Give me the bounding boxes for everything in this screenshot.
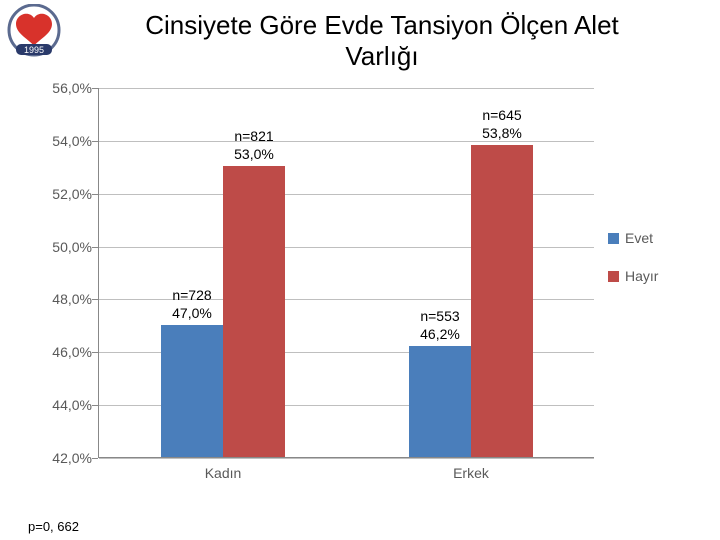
y-tick-label: 42,0% <box>36 450 92 466</box>
legend-swatch-evet <box>608 233 619 244</box>
y-tick-mark <box>92 247 98 248</box>
legend-label: Evet <box>625 230 653 246</box>
title-line-2: Varlığı <box>345 41 418 71</box>
bar-n-label: n=645 <box>452 107 552 123</box>
y-tick-mark <box>92 88 98 89</box>
y-tick-label: 56,0% <box>36 80 92 96</box>
y-tick-mark <box>92 299 98 300</box>
legend: Evet Hayır <box>608 230 708 306</box>
y-tick-label: 52,0% <box>36 186 92 202</box>
p-value: p=0, 662 <box>28 519 79 534</box>
y-tick-mark <box>92 141 98 142</box>
y-tick-mark <box>92 405 98 406</box>
bar <box>161 325 223 457</box>
y-tick-mark <box>92 458 98 459</box>
x-category-label: Erkek <box>411 465 531 481</box>
x-category-label: Kadın <box>163 465 283 481</box>
y-tick-label: 44,0% <box>36 397 92 413</box>
y-tick-label: 54,0% <box>36 133 92 149</box>
bar <box>223 166 285 457</box>
gridline <box>99 88 594 89</box>
y-tick-label: 46,0% <box>36 344 92 360</box>
legend-item-evet: Evet <box>608 230 708 246</box>
gridline <box>99 458 594 459</box>
svg-text:1995: 1995 <box>24 45 44 55</box>
y-tick-mark <box>92 194 98 195</box>
y-tick-label: 50,0% <box>36 239 92 255</box>
bar <box>409 346 471 457</box>
y-tick-mark <box>92 352 98 353</box>
y-tick-label: 48,0% <box>36 291 92 307</box>
bar-value-label: 53,0% <box>204 146 304 162</box>
bar-n-label: n=821 <box>204 128 304 144</box>
chart-title: Cinsiyete Göre Evde Tansiyon Ölçen Alet … <box>64 10 700 72</box>
bar-chart: 47,0%n=72853,0%n=821Kadın46,2%n=55353,8%… <box>34 88 594 488</box>
bar-value-label: 53,8% <box>452 125 552 141</box>
plot-area: 47,0%n=72853,0%n=821Kadın46,2%n=55353,8%… <box>98 88 594 458</box>
legend-label: Hayır <box>625 268 658 284</box>
legend-item-hayir: Hayır <box>608 268 708 284</box>
title-line-1: Cinsiyete Göre Evde Tansiyon Ölçen Alet <box>145 10 619 40</box>
org-logo: 1995 <box>6 4 62 60</box>
legend-swatch-hayir <box>608 271 619 282</box>
bar <box>471 145 533 457</box>
